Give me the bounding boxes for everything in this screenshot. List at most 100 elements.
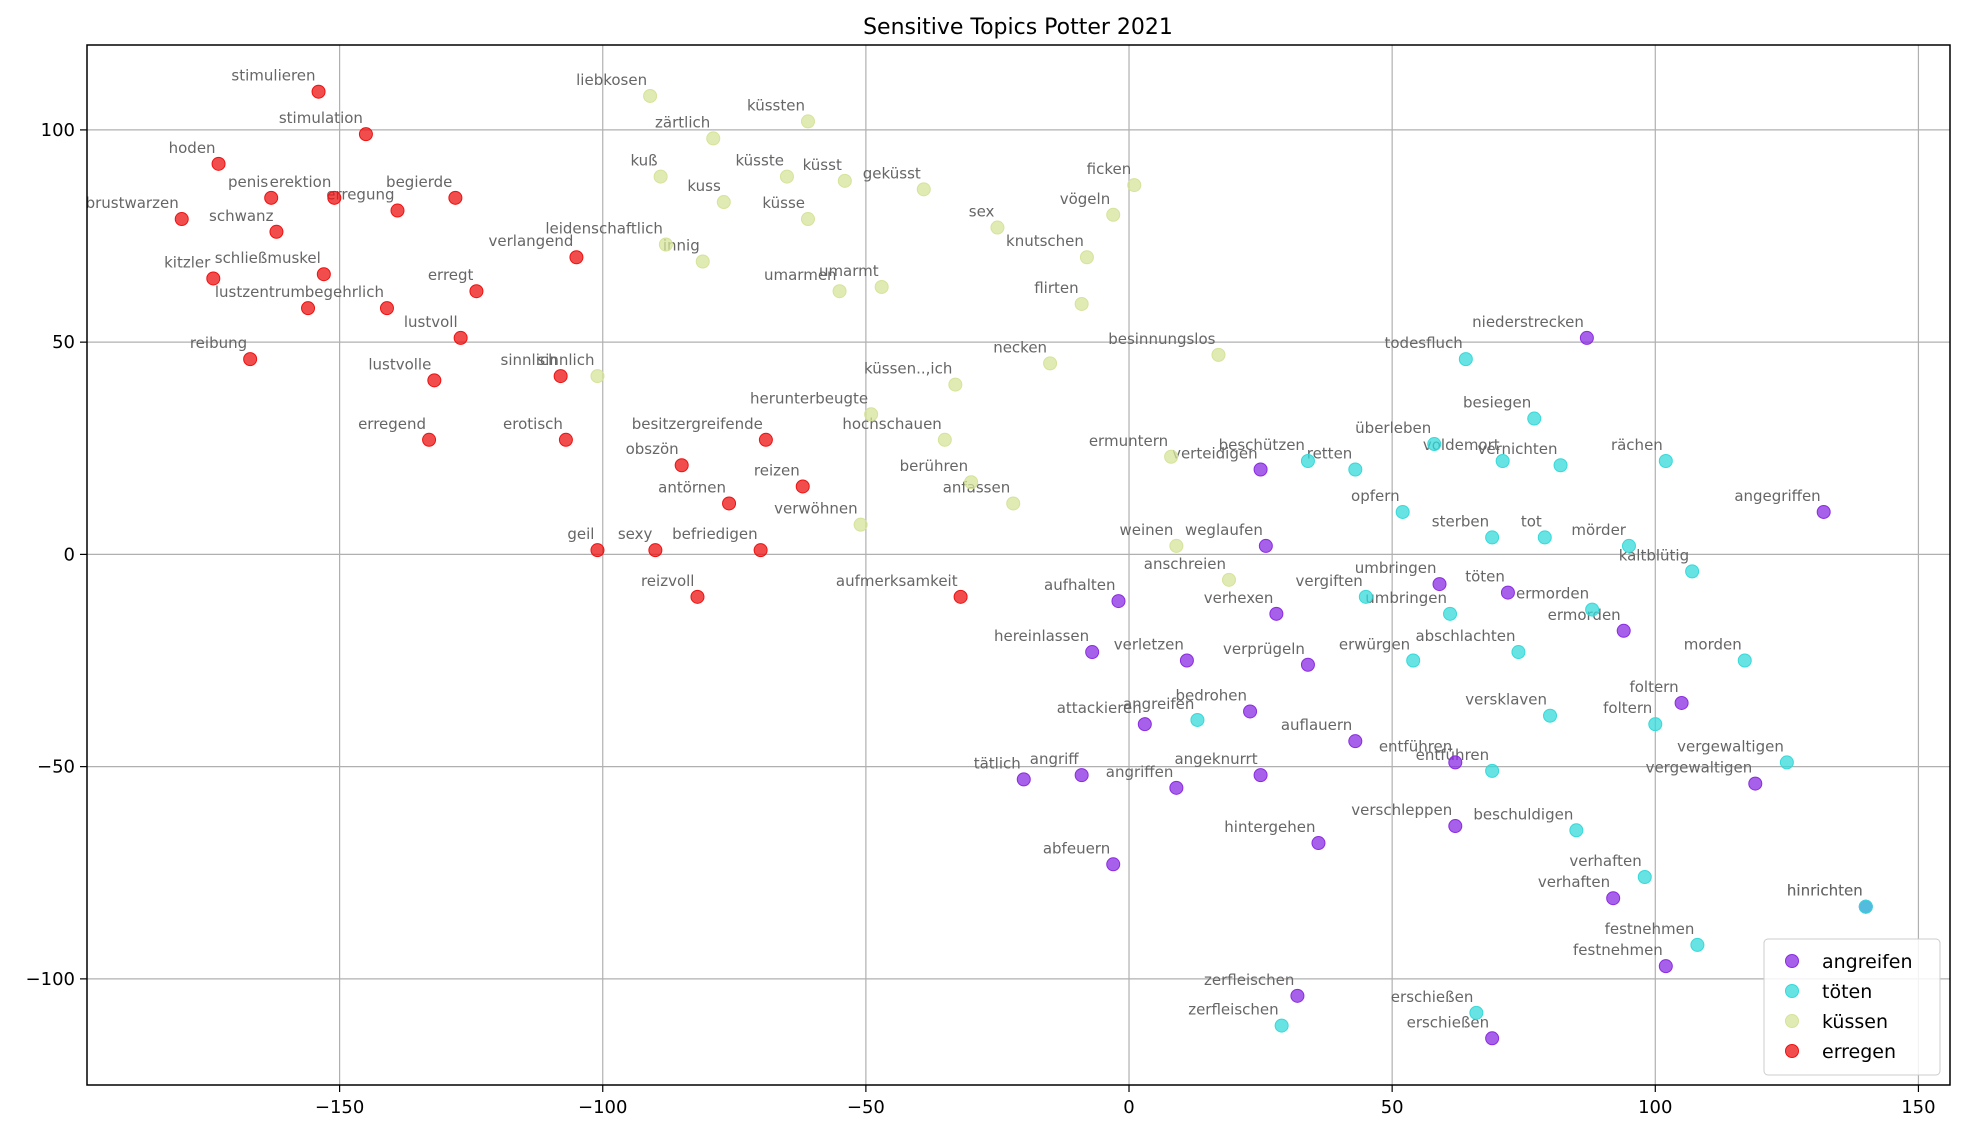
- legend-label: erregen: [1822, 1041, 1896, 1063]
- point-label: weglaufen: [1185, 521, 1263, 539]
- data-point: [1164, 449, 1179, 464]
- data-point: [1074, 296, 1089, 311]
- point-label: voldemort: [1423, 436, 1500, 454]
- data-point: [1243, 704, 1258, 719]
- data-point: [1300, 657, 1315, 672]
- point-label: brustwarzen: [86, 194, 179, 212]
- data-point: [206, 271, 221, 286]
- point-label: beschützen: [1219, 436, 1305, 454]
- point-label: tot: [1521, 512, 1542, 530]
- data-point: [1395, 504, 1410, 519]
- point-label: erotisch: [503, 415, 563, 433]
- point-label: kitzler: [164, 253, 211, 271]
- data-point: [1816, 504, 1831, 519]
- data-point: [990, 220, 1005, 235]
- data-point: [658, 237, 673, 252]
- data-point: [1290, 988, 1305, 1003]
- point-label: geküsst: [863, 164, 921, 182]
- x-tick-label: −150: [315, 1097, 364, 1118]
- data-point: [758, 432, 773, 447]
- data-point: [1674, 695, 1689, 710]
- x-tick-label: −50: [847, 1097, 885, 1118]
- x-tick-label: 150: [1901, 1097, 1935, 1118]
- point-label: überleben: [1355, 419, 1431, 437]
- data-point: [1258, 538, 1273, 553]
- point-label: hintergehen: [1224, 818, 1315, 836]
- data-point: [853, 517, 868, 532]
- point-label: umbringen: [1365, 589, 1447, 607]
- data-point: [1658, 454, 1673, 468]
- point-label: erwürgen: [1339, 636, 1410, 654]
- point-label: auflauern: [1281, 716, 1352, 734]
- data-point: [1432, 577, 1447, 592]
- point-label: hereinlassen: [994, 627, 1089, 645]
- data-point: [553, 369, 568, 384]
- point-label: vernichten: [1477, 440, 1557, 458]
- point-label: küssen..,ich: [864, 360, 952, 378]
- point-label: erregend: [358, 415, 426, 433]
- point-label: begehrlich: [305, 283, 384, 301]
- point-label: zärtlich: [655, 113, 710, 131]
- data-points: [174, 84, 1873, 1046]
- data-point: [558, 432, 573, 447]
- data-point: [311, 84, 326, 99]
- point-label: hochschauen: [842, 415, 941, 433]
- point-label: tätlich: [974, 754, 1021, 772]
- point-label: verhexen: [1204, 589, 1274, 607]
- point-label: obszön: [626, 440, 679, 458]
- data-point: [1274, 1018, 1289, 1033]
- point-label: sinnlich: [501, 351, 558, 369]
- data-point: [1448, 755, 1463, 770]
- point-label: angriffen: [1106, 763, 1174, 781]
- point-label: niederstrecken: [1472, 313, 1584, 331]
- point-label: versklaven: [1465, 691, 1547, 709]
- point-label: küsst: [803, 156, 842, 174]
- y-tick-label: 0: [64, 544, 75, 565]
- point-label: festnehmen: [1605, 920, 1695, 938]
- data-point: [1748, 776, 1763, 791]
- point-label: entführen: [1379, 737, 1452, 755]
- point-label: lustzentrum: [215, 283, 305, 301]
- y-tick-label: 100: [41, 120, 75, 141]
- point-label: verhaften: [1569, 852, 1641, 870]
- data-point: [590, 369, 605, 384]
- data-point: [706, 131, 721, 146]
- point-labels: niederstrecken verteidigen angegriffen wegl…: [86, 67, 1863, 1032]
- data-point: [1527, 411, 1542, 426]
- point-label: angriff: [1030, 750, 1080, 768]
- data-point: [1190, 712, 1205, 727]
- point-label: retten: [1307, 444, 1353, 462]
- point-label: hinrichten: [1787, 882, 1863, 900]
- point-label: vergewaltigen: [1677, 737, 1784, 755]
- point-label: bedrohen: [1176, 686, 1248, 704]
- data-point: [1016, 772, 1031, 787]
- data-point: [1253, 768, 1268, 783]
- point-label: leidenschaftlich: [545, 220, 663, 238]
- data-point: [358, 127, 373, 142]
- axis-ticks: −150 −100 −50 0 50 100 150 −100 −50 0 50 100: [26, 120, 1936, 1118]
- point-label: zerfleischen: [1204, 971, 1294, 989]
- point-label: verletzen: [1114, 636, 1184, 654]
- data-point: [1469, 1005, 1484, 1020]
- point-label: küsste: [735, 152, 783, 170]
- point-label: verteidigen: [1172, 444, 1258, 462]
- point-label: umbringen: [1355, 559, 1437, 577]
- point-label: erregung: [326, 186, 394, 204]
- point-label: schließmuskel: [215, 249, 321, 267]
- point-label: besitzergreifende: [632, 415, 763, 433]
- legend-marker: [1785, 1014, 1799, 1028]
- point-label: angreifen: [1123, 695, 1194, 713]
- point-label: reibung: [190, 334, 247, 352]
- data-point: [379, 301, 394, 316]
- data-point: [1358, 589, 1373, 604]
- data-point: [695, 254, 710, 269]
- data-point: [1648, 717, 1663, 732]
- data-point: [316, 267, 331, 282]
- data-point: [1348, 462, 1363, 477]
- point-label: abschlachten: [1415, 627, 1515, 645]
- point-label: kaltblütig: [1619, 546, 1689, 564]
- x-tick-label: 0: [1123, 1097, 1134, 1118]
- data-point: [800, 114, 815, 129]
- data-point: [800, 212, 815, 227]
